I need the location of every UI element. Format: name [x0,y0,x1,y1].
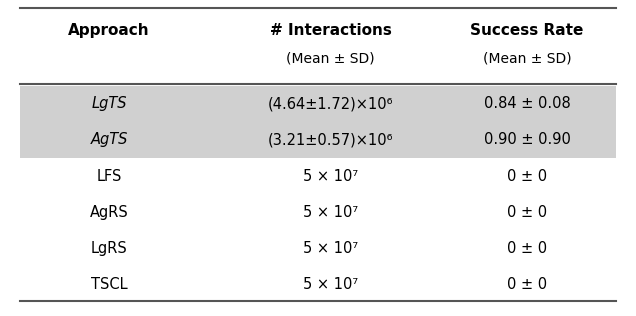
Text: TSCL: TSCL [91,276,127,292]
Text: LgRS: LgRS [91,240,127,256]
FancyBboxPatch shape [20,122,616,158]
Text: 5 × 10⁷: 5 × 10⁷ [303,276,358,292]
Text: 5 × 10⁷: 5 × 10⁷ [303,204,358,220]
FancyBboxPatch shape [20,86,616,122]
Text: 0 ± 0: 0 ± 0 [507,168,547,184]
Text: 0.90 ± 0.90: 0.90 ± 0.90 [483,132,570,148]
Text: LgTS: LgTS [92,96,127,112]
Text: (Mean ± SD): (Mean ± SD) [286,52,375,65]
Text: # Interactions: # Interactions [270,23,392,38]
Text: 0 ± 0: 0 ± 0 [507,240,547,256]
Text: 0 ± 0: 0 ± 0 [507,276,547,292]
Text: 0 ± 0: 0 ± 0 [507,204,547,220]
Text: LFS: LFS [96,168,121,184]
Text: 0.84 ± 0.08: 0.84 ± 0.08 [483,96,570,112]
Text: AgTS: AgTS [90,132,128,148]
Text: (4.64±1.72)×10⁶: (4.64±1.72)×10⁶ [268,96,394,112]
Text: (Mean ± SD): (Mean ± SD) [483,52,571,65]
Text: Approach: Approach [68,23,150,38]
Text: Success Rate: Success Rate [470,23,584,38]
Text: (3.21±0.57)×10⁶: (3.21±0.57)×10⁶ [268,132,394,148]
Text: AgRS: AgRS [90,204,128,220]
Text: 5 × 10⁷: 5 × 10⁷ [303,168,358,184]
Text: 5 × 10⁷: 5 × 10⁷ [303,240,358,256]
